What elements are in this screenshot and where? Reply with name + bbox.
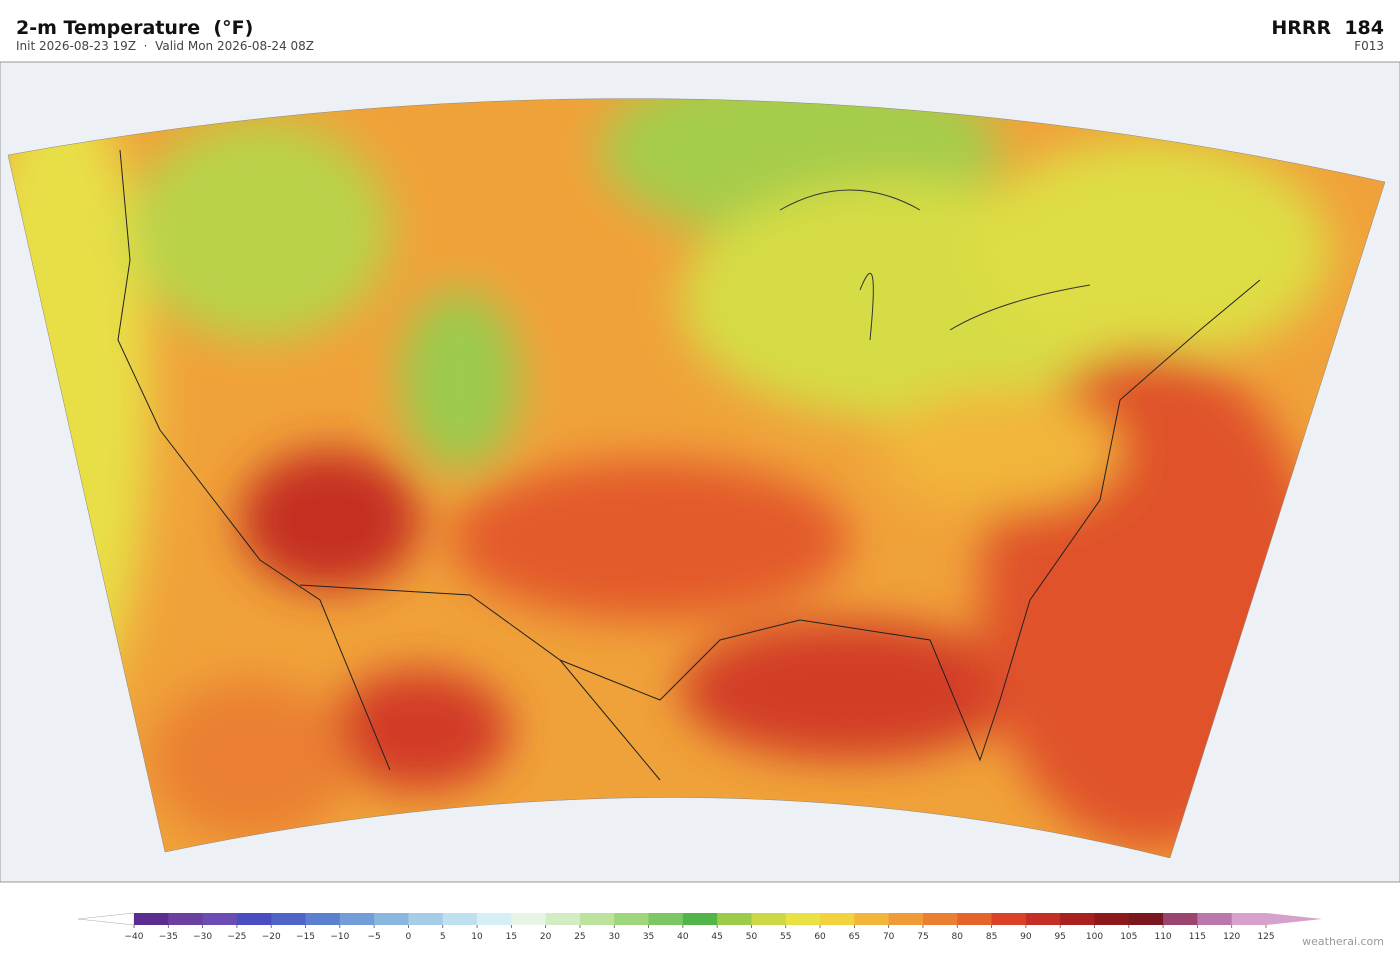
colorbar-bin [168, 913, 204, 925]
credit: weatherai.com [1302, 935, 1384, 948]
colorbar-bin [1060, 913, 1095, 925]
colorbar-tick-label: 95 [1054, 932, 1065, 942]
colorbar-tick-label: 85 [986, 932, 997, 942]
temperature-field [8, 98, 1385, 859]
colorbar-bin [236, 913, 272, 925]
colorbar-bin [717, 913, 752, 925]
colorbar-bin [1025, 913, 1061, 925]
colorbar-tick-label: 90 [1020, 932, 1032, 942]
colorbar-bin [408, 913, 444, 925]
colorbar-tick-label: 100 [1086, 932, 1103, 942]
colorbar-bin [682, 913, 718, 925]
colorbar-tick-label: 50 [746, 932, 758, 942]
colorbar-tick-label: −35 [159, 932, 178, 942]
colorbar-bin [1094, 913, 1130, 925]
colorbar-tick-label: −5 [367, 932, 380, 942]
colorbar-tick-label: 10 [471, 932, 483, 942]
colorbar-bin [134, 913, 169, 925]
colorbar-bin [991, 913, 1027, 925]
colorbar-tick-label: −25 [227, 932, 246, 942]
forecast-hour: F013 [1354, 39, 1384, 53]
colorbar-bin [305, 913, 341, 925]
colorbar-bin [922, 913, 958, 925]
colorbar-under [77, 912, 135, 926]
colorbar-bin [1231, 913, 1267, 925]
colorbar-tick-label: 5 [440, 932, 446, 942]
colorbar-bin [751, 913, 787, 925]
colorbar-tick-label: −10 [330, 932, 349, 942]
colorbar-bin [1128, 913, 1164, 925]
colorbar-bin [785, 913, 821, 925]
colorbar-tick-label: 105 [1120, 932, 1137, 942]
colorbar-tick-label: 70 [883, 932, 895, 942]
colorbar-tick-label: 60 [814, 932, 826, 942]
colorbar-tick-label: 35 [643, 932, 654, 942]
colorbar-tick-label: −30 [193, 932, 212, 942]
colorbar-tick-label: 65 [849, 932, 860, 942]
colorbar-bin [854, 913, 890, 925]
colorbar-tick-label: 30 [609, 932, 621, 942]
colorbar-tick-label: 115 [1189, 932, 1206, 942]
colorbar-bin [648, 913, 684, 925]
colorbar-tick-label: −40 [125, 932, 144, 942]
subtitle: Init 2026-08-23 19Z · Valid Mon 2026-08-… [16, 39, 314, 53]
colorbar-tick-label: 110 [1154, 932, 1171, 942]
colorbar-tick-label: 40 [677, 932, 689, 942]
colorbar-tick-label: 45 [711, 932, 722, 942]
colorbar-bin [1197, 913, 1233, 925]
colorbar-tick-label: 75 [917, 932, 928, 942]
colorbar-bin [614, 913, 650, 925]
map [0, 61, 1400, 883]
colorbar-bin [477, 913, 512, 925]
colorbar-bin [339, 913, 375, 925]
colorbar-tick-label: −15 [296, 932, 315, 942]
colorbar-tick-label: −20 [262, 932, 281, 942]
colorbar-bin [579, 913, 615, 925]
colorbar-bin [957, 913, 993, 925]
colorbar-tick-label: 20 [540, 932, 552, 942]
colorbar-tick-label: 0 [406, 932, 412, 942]
colorbar-bin [202, 913, 238, 925]
colorbar-bin [820, 913, 855, 925]
colorbar-tick-label: 80 [952, 932, 964, 942]
colorbar: −40 −35 −30 −25 −20 −15 −10 −5 0 5 10 15 20 25 30 35 40 4… [77, 912, 1322, 942]
colorbar-bin [271, 913, 307, 925]
colorbar-bin [374, 913, 409, 925]
colorbar-tick-label: 55 [780, 932, 791, 942]
colorbar-tick-label: 15 [506, 932, 517, 942]
colorbar-over [1266, 913, 1322, 925]
colorbar-tick-label: 120 [1223, 932, 1240, 942]
colorbar-bin [442, 913, 478, 925]
colorbar-bin [545, 913, 581, 925]
title: 2-m Temperature (°F) [16, 17, 253, 39]
colorbar-tick-label: 125 [1257, 932, 1274, 942]
colorbar-bin [511, 913, 547, 925]
colorbar-bin [888, 913, 924, 925]
colorbar-tick-label: 25 [574, 932, 585, 942]
model-name: HRRR 184 [1271, 17, 1384, 39]
colorbar-bin [1163, 913, 1198, 925]
